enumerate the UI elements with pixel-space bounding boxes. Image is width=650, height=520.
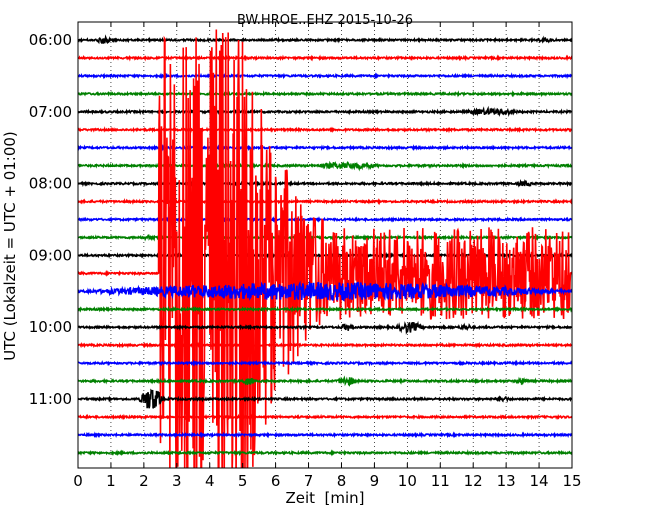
chart-title: BW.HROE..EHZ 2015-10-26 xyxy=(237,13,413,28)
trace-line xyxy=(78,413,572,421)
x-tick-label: 5 xyxy=(238,472,248,490)
y-tick-label: 06:00 xyxy=(29,31,72,49)
plot-frame xyxy=(77,21,573,469)
trace-line xyxy=(78,34,572,45)
trace-line xyxy=(78,90,572,98)
trace-line xyxy=(78,72,572,80)
x-axis-ticks: 0 1 2 3 4 5 6 7 8 9 10 11 12 13 14 15 xyxy=(73,22,582,490)
trace-line xyxy=(78,305,572,313)
y-tick-label: 08:00 xyxy=(29,175,72,193)
trace-line xyxy=(78,341,572,349)
trace-line xyxy=(78,29,572,468)
trace-line xyxy=(78,197,572,206)
x-tick-label: 12 xyxy=(464,472,483,490)
x-tick-label: 7 xyxy=(304,472,314,490)
x-tick-label: 10 xyxy=(398,472,417,490)
trace-group xyxy=(78,29,572,468)
x-tick-label: 8 xyxy=(337,472,347,490)
trace-line xyxy=(78,375,572,387)
x-tick-label: 11 xyxy=(431,472,450,490)
x-tick-label: 0 xyxy=(73,472,83,490)
x-tick-label: 14 xyxy=(530,472,549,490)
x-axis-label: Zeit [min] xyxy=(285,489,364,507)
trace-line xyxy=(78,431,572,439)
y-tick-label: 07:00 xyxy=(29,103,72,121)
y-tick-label: 09:00 xyxy=(29,246,72,264)
trace-line xyxy=(78,449,572,457)
x-tick-label: 15 xyxy=(562,472,581,490)
y-tick-label: 11:00 xyxy=(29,390,72,408)
trace-line xyxy=(78,359,572,367)
y-axis-ticks: 06:00 07:00 08:00 09:00 10:00 11:00 xyxy=(29,31,572,408)
trace-line xyxy=(78,280,572,302)
y-tick-label: 10:00 xyxy=(29,318,72,336)
x-tick-label: 3 xyxy=(172,472,182,490)
x-tick-label: 4 xyxy=(205,472,215,490)
x-tick-label: 2 xyxy=(139,472,149,490)
trace-line xyxy=(78,125,572,134)
x-tick-label: 6 xyxy=(271,472,281,490)
trace-line xyxy=(78,320,572,335)
x-tick-label: 1 xyxy=(106,472,116,490)
x-tick-label: 9 xyxy=(370,472,380,490)
trace-line xyxy=(78,54,572,62)
trace-line xyxy=(78,216,572,224)
y-axis-label: UTC (Lokalzeit = UTC + 01:00) xyxy=(1,131,19,361)
trace-line xyxy=(78,388,572,409)
x-tick-label: 13 xyxy=(497,472,516,490)
